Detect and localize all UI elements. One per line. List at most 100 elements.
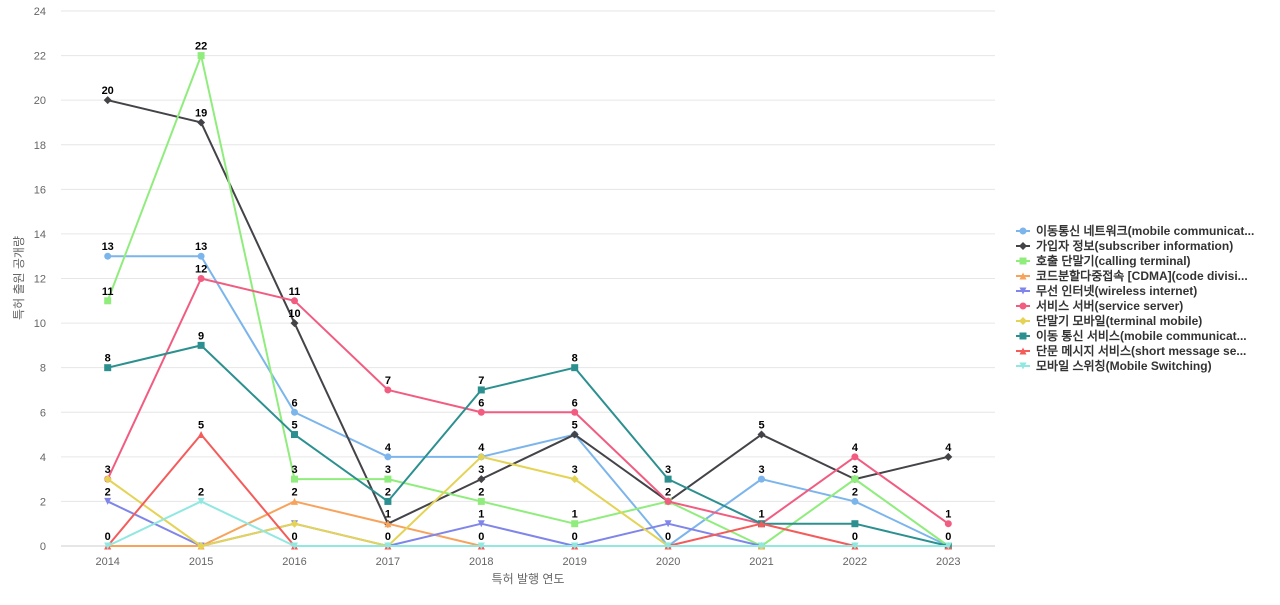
legend-item[interactable]: 모바일 스위칭(Mobile Switching) [1016,358,1212,373]
data-point[interactable] [384,453,392,461]
data-label: 1 [478,509,484,521]
data-label: 1 [385,509,391,521]
legend-item[interactable]: 단문 메시지 서비스(short message se... [1016,343,1246,358]
data-point[interactable] [851,520,859,528]
data-label: 3 [105,464,111,476]
data-point[interactable] [571,520,579,528]
data-point[interactable] [757,430,766,439]
data-point[interactable] [291,497,298,505]
data-point[interactable] [944,520,952,528]
data-point[interactable] [571,408,579,416]
data-point[interactable] [384,520,392,528]
data-label: 11 [289,286,301,298]
data-label: 0 [385,531,391,543]
y-tick-label: 16 [34,184,46,196]
x-tick-label: 2023 [936,556,960,568]
legend-symbol [1019,362,1027,370]
data-point[interactable] [290,519,299,528]
data-point[interactable] [571,542,579,550]
data-point[interactable] [944,452,953,461]
data-label: 22 [195,41,207,53]
data-point[interactable] [291,475,298,483]
data-point[interactable] [103,96,112,105]
data-point[interactable] [197,252,205,260]
series-line[interactable] [107,344,949,547]
legend-item[interactable]: 단말기 모바일(terminal mobile) [1016,313,1202,328]
data-point[interactable] [477,542,485,550]
data-point[interactable] [197,431,205,439]
data-label: 2 [198,486,204,498]
data-label: 2 [852,486,858,498]
y-tick-label: 10 [34,318,46,330]
data-point[interactable] [477,386,485,394]
data-point[interactable] [291,297,298,305]
legend-item[interactable]: 이동 통신 서비스(mobile communicat... [1016,328,1247,343]
data-point[interactable] [197,542,206,550]
series-line[interactable] [107,500,949,547]
data-point[interactable] [291,408,298,416]
legend-symbol [1019,302,1027,310]
data-point[interactable] [290,319,299,328]
data-point[interactable] [477,520,485,528]
data-point[interactable] [384,386,392,394]
data-label: 3 [385,464,391,476]
data-label: 3 [758,464,764,476]
data-point[interactable] [384,497,392,505]
data-point[interactable] [570,475,579,484]
data-point[interactable] [384,475,392,483]
data-point[interactable] [104,364,112,372]
series-line[interactable] [106,433,949,547]
data-point[interactable] [197,497,205,505]
data-point[interactable] [664,520,672,528]
series-line[interactable] [106,277,949,525]
data-point[interactable] [570,430,579,439]
data-point[interactable] [103,475,112,484]
data-point[interactable] [851,475,859,483]
data-point[interactable] [758,520,765,528]
data-point[interactable] [758,542,765,550]
data-point[interactable] [104,297,112,305]
data-point[interactable] [197,341,205,349]
data-point[interactable] [291,431,298,439]
data-label: 7 [478,375,484,387]
legend: 이동통신 네트워크(mobile communicat...가입자 정보(sub… [1016,223,1254,373]
legend-symbol [1019,287,1027,295]
data-point[interactable] [664,497,672,505]
legend-item[interactable]: 가입자 정보(subscriber information) [1016,238,1233,253]
data-point[interactable] [571,364,579,372]
data-point[interactable] [851,497,859,505]
series-6 [104,275,952,528]
data-point[interactable] [384,542,392,550]
data-point[interactable] [664,475,672,483]
data-point[interactable] [477,408,485,416]
legend-symbol [1019,347,1027,355]
data-point[interactable] [197,275,205,282]
data-point[interactable] [291,542,298,550]
data-point[interactable] [851,542,859,550]
y-tick-label: 20 [34,95,46,107]
data-point[interactable] [477,452,486,461]
data-point[interactable] [758,475,765,483]
legend-item[interactable]: 서비스 서버(service server) [1016,298,1183,313]
legend-item[interactable]: 무선 인터넷(wireless internet) [1016,283,1197,298]
data-point[interactable] [477,497,485,505]
data-point[interactable] [197,118,206,127]
series-line[interactable] [107,99,949,525]
legend-item[interactable]: 이동통신 네트워크(mobile communicat... [1016,223,1254,238]
legend-item[interactable]: 호출 단말기(calling terminal) [1016,253,1191,268]
data-point[interactable] [104,252,112,260]
data-label: 3 [291,464,297,476]
x-tick-label: 2018 [469,556,493,568]
data-point[interactable] [477,475,486,484]
data-point[interactable] [104,497,112,505]
data-point[interactable] [104,542,112,550]
y-tick-label: 14 [34,229,46,241]
y-tick-label: 2 [40,496,46,508]
data-point[interactable] [664,542,672,550]
data-label: 1 [572,509,578,521]
data-point[interactable] [944,542,952,550]
data-point[interactable] [851,453,859,461]
legend-item[interactable]: 코드분할다중접속 [CDMA](code divisi... [1016,268,1248,283]
series-line[interactable] [106,54,949,547]
data-point[interactable] [197,52,205,60]
